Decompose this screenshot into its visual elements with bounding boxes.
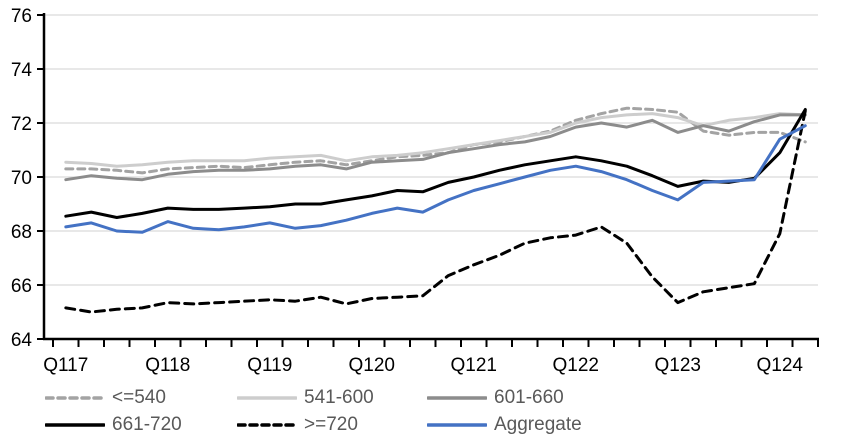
series-line-le-540 [64, 106, 807, 175]
x-axis-tick-label: Q124 [757, 355, 804, 376]
series-line-aggregate [64, 124, 807, 234]
x-axis-tick-label: Q122 [553, 355, 599, 376]
y-axis-tick-label: 72 [11, 114, 32, 135]
y-axis-tick-label: 68 [11, 222, 32, 243]
series-line-541-600 [64, 112, 807, 168]
x-axis-tick-label: Q120 [349, 355, 395, 376]
y-axis-tick-label: 74 [11, 60, 33, 81]
x-axis-tick-label: Q121 [451, 355, 497, 376]
x-axis-tick-label: Q117 [43, 355, 88, 376]
series-line-601-660 [64, 113, 807, 182]
y-axis-tick-label: 70 [11, 168, 32, 189]
y-axis-tick-label: 76 [11, 6, 32, 27]
y-axis-tick-label: 64 [11, 330, 33, 351]
series-line-ge-720 [64, 109, 807, 314]
series-line-661-720 [64, 108, 807, 219]
x-axis-tick-label: Q119 [247, 355, 292, 376]
x-axis-tick-label: Q118 [145, 355, 190, 376]
x-axis-tick-label: Q123 [655, 355, 701, 376]
y-axis-tick-label: 66 [11, 276, 32, 297]
